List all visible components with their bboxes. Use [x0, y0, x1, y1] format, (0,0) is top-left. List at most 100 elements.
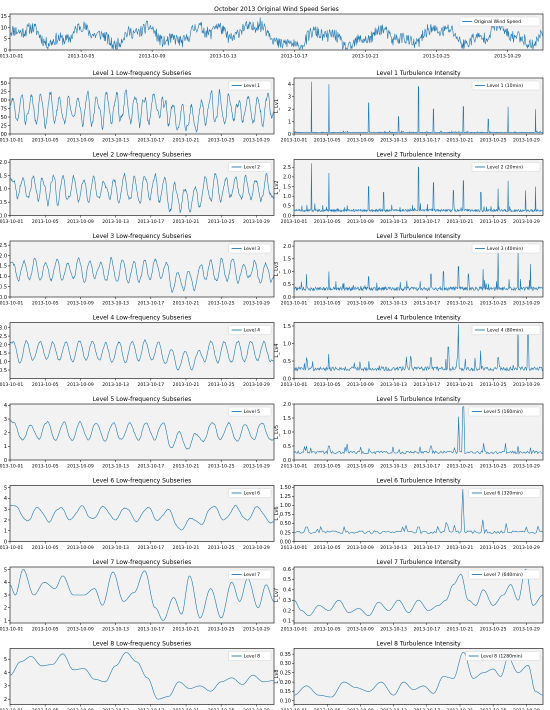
x-tick-label: 2013-10-13: [380, 627, 407, 633]
x-tick-label: 2013-10-25: [208, 219, 235, 225]
y-tick-label: 3: [4, 684, 7, 690]
y-tick-label: 1: [4, 618, 7, 624]
legend-box: [228, 488, 272, 498]
y-tick-label: 3: [288, 94, 291, 100]
y-tick-label: 0.25: [280, 671, 291, 677]
chart-title: Level 3 Low-frequency Subseries: [93, 233, 192, 240]
y-tick-label: 0: [4, 458, 7, 464]
x-tick-label: 2013-10-21: [447, 382, 474, 388]
x-tick-label: 2013-10-21: [447, 219, 474, 225]
y-tick-label: 1.5: [0, 173, 7, 179]
x-tick-label: 2013-10-21: [447, 545, 474, 551]
x-tick-label: 2013-10-13: [380, 382, 407, 388]
x-tick-label: 2013-10-21: [173, 219, 200, 225]
x-tick-label: 2013-10-09: [67, 545, 94, 551]
x-tick-label: 2013-10-21: [352, 54, 379, 60]
legend-label: Level 3: [244, 246, 261, 252]
series-line: [9, 256, 275, 293]
y-tick-label: 2.0: [283, 175, 291, 181]
x-tick-label: 2013-10-09: [67, 219, 94, 225]
y-axis-label: L_Lv1: [274, 99, 280, 113]
x-tick-label: 2013-10-25: [208, 138, 235, 144]
x-tick-label: 2013-10-13: [102, 627, 129, 633]
x-tick-label: 2013-10-29: [513, 301, 540, 307]
x-tick-label: 2013-10-21: [447, 301, 474, 307]
x-tick-label: 2013-10-21: [173, 627, 200, 633]
chart-title: Level 2 Low-frequency Subseries: [93, 152, 192, 159]
chart-panel-7: Level 4 Low-frequency Subseries 0.5 1.0 1.5…: [0, 315, 275, 388]
chart-title: Level 4 Turbulence Intensity: [376, 315, 461, 322]
x-tick-label: 2013-10-09: [67, 708, 94, 710]
x-tick-label: 2013-10-05: [314, 138, 341, 144]
y-tick-label: 0.5: [0, 368, 7, 374]
x-tick-label: 2013-10-05: [32, 301, 59, 307]
x-tick-label: 2013-10-09: [67, 138, 94, 144]
x-tick-label: 2013-10-13: [380, 708, 407, 710]
y-tick-label: 0.0: [283, 295, 291, 301]
x-tick-label: 2013-10-13: [380, 464, 407, 470]
x-tick-label: 2013-10-09: [347, 464, 374, 470]
y-tick-label: 1.50: [280, 485, 291, 491]
y-tick-label: 1.5: [283, 416, 291, 422]
y-tick-label: 1.5: [0, 351, 7, 357]
y-tick-label: 15: [1, 14, 7, 20]
y-tick-label: 0.35: [280, 652, 291, 658]
x-tick-label: 2013-10-25: [480, 627, 507, 633]
y-tick-label: 1.00: [0, 98, 7, 104]
chart-panel-10: Level 5 Turbulence Intensity 0.0 0.5 1.0 1.5…: [274, 396, 544, 470]
y-tick-label: 0.10: [280, 699, 291, 705]
y-tick-label: 0: [4, 48, 7, 54]
y-tick-label: 0: [4, 539, 7, 545]
x-tick-label: 2013-10-05: [32, 464, 59, 470]
y-tick-label: 2: [4, 518, 7, 524]
y-tick-label: 0.50: [0, 115, 7, 121]
x-tick-label: 2013-10-17: [137, 708, 164, 710]
x-tick-label: 2013-10-01: [281, 382, 308, 388]
series-line: [9, 569, 275, 621]
x-tick-label: 2013-10-09: [347, 627, 374, 633]
series-line: [9, 172, 275, 214]
y-tick-label: 0.0: [283, 376, 291, 382]
legend-label: Level 1 (10min): [487, 83, 523, 89]
chart-panel-11: Level 6 Low-frequency Subseries012345Lv6…: [0, 478, 275, 551]
x-tick-label: 2013-10-29: [513, 708, 540, 710]
plot-area: [9, 13, 544, 51]
x-tick-label: 2013-10-13: [102, 301, 129, 307]
x-tick-label: 2013-10-13: [102, 382, 129, 388]
x-tick-label: 2013-10-09: [67, 464, 94, 470]
x-tick-label: 2013-10-17: [413, 382, 440, 388]
legend-label: Level 6 (320min): [484, 491, 523, 497]
legend-label: Level 8 (1280min): [481, 654, 523, 660]
legend: Level 4: [228, 325, 272, 335]
y-tick-label: 0.4: [283, 588, 291, 594]
x-tick-label: 2013-10-17: [137, 627, 164, 633]
x-tick-label: 2013-10-21: [173, 708, 200, 710]
legend-label: Level 5: [244, 409, 261, 415]
x-tick-label: 2013-10-25: [480, 219, 507, 225]
x-tick-label: 2013-10-29: [243, 708, 270, 710]
x-tick-label: 2013-10-05: [32, 138, 59, 144]
y-tick-label: 0.15: [280, 689, 291, 695]
x-tick-label: 2013-10-25: [208, 708, 235, 710]
chart-title: Level 3 Turbulence Intensity: [376, 233, 461, 240]
legend: Level 8 (1280min): [465, 651, 541, 661]
series-line: [293, 406, 544, 455]
y-tick-label: 1: [4, 444, 7, 450]
series-line: [293, 163, 544, 213]
y-tick-label: 5: [4, 567, 7, 573]
y-tick-label: 0.00: [280, 539, 291, 545]
legend-label: Level 1: [244, 83, 261, 89]
x-tick-label: 2013-10-13: [102, 545, 129, 551]
chart-panel-8: Level 4 Turbulence Intensity 0.0 0.5 1.0 1.5…: [274, 315, 544, 388]
y-tick-label: 0.5: [283, 577, 291, 583]
legend: Level 3 (40min): [471, 243, 541, 254]
y-tick-label: 4: [4, 403, 7, 409]
chart-panel-14: Level 7 Turbulence Intensity 0.1 0.2 0.3 0.4…: [274, 559, 544, 633]
x-tick-label: 2013-10-17: [413, 464, 440, 470]
series-line: [9, 504, 274, 531]
x-tick-label: 2013-10-05: [32, 708, 59, 710]
x-tick-label: 2013-10-17: [413, 138, 440, 144]
x-tick-label: 2013-10-05: [314, 219, 341, 225]
x-tick-label: 2013-10-17: [413, 219, 440, 225]
